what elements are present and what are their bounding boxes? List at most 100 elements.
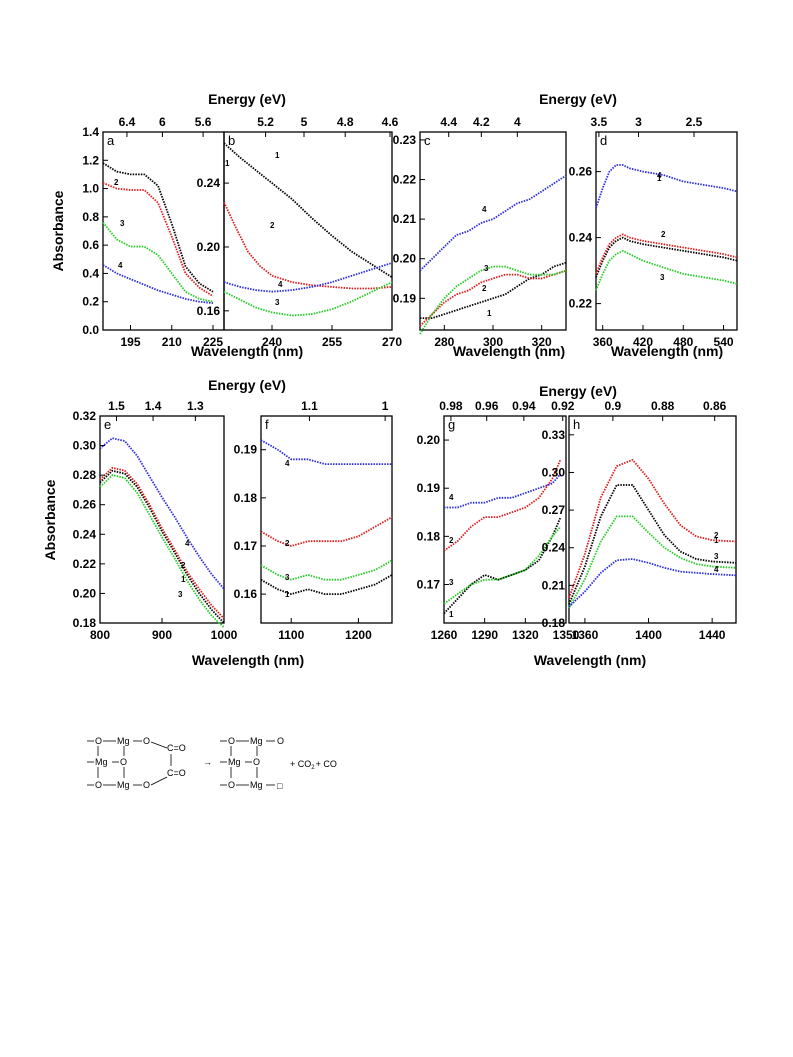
series-line-e-1 (99, 469, 225, 624)
xtick-label-c-1: 300 (483, 335, 503, 349)
toptick-label-b-2: 4.8 (337, 115, 354, 129)
chem-co2-prefix: + CO (290, 759, 311, 769)
toptick-label-g-3: 0.92 (551, 399, 575, 413)
panel-frame-g (443, 415, 567, 624)
xtick-label-g-3: 1350 (553, 628, 580, 642)
panel-label-h: h (573, 417, 580, 432)
xtick-label-c-0: 280 (434, 335, 454, 349)
chem-mg-5: Mg (228, 757, 241, 767)
ytick-label-d-1: 0.24 (569, 231, 593, 245)
ytick-label-f-2: 0.18 (234, 491, 258, 505)
series-line-h-3 (568, 515, 737, 609)
panel-b: 1 2 3 4 240 255 270 0.16 0.20 0.24 5.2 5 4.8 4.6 b (197, 115, 403, 349)
ytick-label-b-0: 0.16 (197, 304, 221, 318)
chem-o-9: O (228, 780, 235, 790)
ytick-label-e-4: 0.26 (73, 498, 97, 512)
curve-label-e-3: 3 (178, 590, 183, 599)
chem-o-4: O (95, 780, 102, 790)
series-line-c-1 (420, 261, 567, 320)
ytick-label-c-2: 0.21 (393, 212, 417, 226)
curve-label-c-3: 3 (484, 264, 489, 273)
series-line-d-3 (595, 249, 738, 291)
ytick-label-d-0: 0.22 (569, 297, 593, 311)
ytick-label-h-0: 0.18 (542, 616, 566, 630)
toptick-label-e-2: 1.3 (187, 399, 204, 413)
toptick-label-c-0: 4.4 (440, 115, 457, 129)
series-line-f-4 (260, 439, 392, 466)
x-axis-label-row2-left: Wavelength (nm) (192, 652, 304, 668)
series-line-d-2 (595, 233, 738, 275)
chem-o-8: O (253, 757, 260, 767)
series-line-c-4 (419, 174, 567, 272)
toptick-label-a-0: 6.4 (119, 115, 136, 129)
top-axis-label-row2-right: Energy (eV) (539, 383, 617, 399)
ytick-label-g-0: 0.17 (417, 577, 441, 591)
series-line-b-2 (223, 201, 393, 290)
panel-g: 1 2 3 4 1260 1290 1320 1350 0.17 0.18 0.19 0.20 0.98… (417, 399, 580, 642)
x-axis-label-row2-right: Wavelength (nm) (534, 652, 646, 668)
series-line-b-3 (223, 281, 393, 317)
toptick-label-c-2: 4 (514, 115, 521, 129)
curve-label-f-4: 4 (285, 459, 290, 468)
panel-label-c: c (424, 133, 431, 148)
series-line-b-1 (223, 142, 393, 279)
panel-label-b: b (228, 133, 235, 148)
toptick-label-g-2: 0.94 (512, 399, 536, 413)
ytick-label-e-2: 0.22 (73, 557, 97, 571)
panel-frame-d (595, 131, 738, 331)
curve-label-e-4: 4 (185, 539, 190, 548)
panel-d: 1 2 3 4 360 420 480 540 0.22 0.24 0.26 3.5 3 2.5 d (569, 115, 738, 349)
y-axis-label-row1: Absorbance (50, 190, 66, 271)
xtick-label-b-1: 255 (322, 335, 342, 349)
curve-label-g-2: 2 (449, 536, 454, 545)
xtick-label-h-2: 1440 (699, 628, 726, 642)
curve-label-b-1: 1 (275, 151, 280, 160)
xtick-label-d-0: 360 (593, 335, 613, 349)
panel-label-e: e (104, 417, 111, 432)
curve-label-g-1: 1 (449, 610, 454, 619)
curve-label-a-3: 3 (120, 219, 125, 228)
curve-label-h-4: 4 (714, 565, 719, 574)
ytick-label-a-6: 1.2 (82, 153, 99, 167)
series-line-d-1 (595, 236, 738, 278)
toptick-label-e-0: 1.5 (108, 399, 125, 413)
xtick-label-g-0: 1260 (431, 628, 458, 642)
curve-label-c-2: 2 (482, 284, 487, 293)
panel-label-a: a (107, 133, 115, 148)
ytick-label-e-6: 0.30 (73, 439, 97, 453)
curve-label-h-3: 3 (714, 552, 719, 561)
x-axis-label-row1-right: Wavelength (nm) (611, 343, 723, 359)
xtick-label-e-0: 800 (90, 628, 110, 642)
reaction-arrow: → (203, 757, 212, 767)
chem-vacancy: □ (277, 781, 283, 791)
toptick-label-b-0: 5.2 (257, 115, 274, 129)
panel-frame-c (419, 131, 567, 331)
curve-label-b-4: 4 (278, 280, 283, 289)
ytick-label-h-2: 0.24 (542, 541, 566, 555)
chem-mg-6: Mg (250, 780, 263, 790)
ytick-label-a-3: 0.6 (82, 238, 99, 252)
chem-co2-sub: 2 (311, 765, 315, 771)
toptick-label-b-1: 5 (301, 115, 308, 129)
ytick-label-c-0: 0.19 (393, 291, 417, 305)
xtick-label-d-3: 540 (714, 335, 734, 349)
curve-label-e-2: 2 (181, 561, 186, 570)
chem-o-3: O (120, 757, 127, 767)
curve-label-b-3: 3 (275, 298, 280, 307)
series-line-g-4 (444, 473, 562, 509)
toptick-label-e-1: 1.4 (145, 399, 162, 413)
xtick-label-a-1: 210 (162, 335, 182, 349)
ytick-label-g-1: 0.18 (417, 529, 441, 543)
xtick-label-b-0: 240 (262, 335, 282, 349)
panel-a: 1 2 3 4 195 210 225 0.0 0.2 0.4 0.6 0.8 1.0 1.2 1.4 6.4… (82, 115, 230, 349)
curve-label-d-4: 4 (657, 171, 662, 180)
ytick-label-a-1: 0.2 (82, 295, 99, 309)
curve-label-h-2: 2 (714, 531, 719, 540)
series-line-f-1 (260, 574, 393, 595)
panel-frame-e (99, 415, 225, 624)
xtick-label-f-1: 1200 (345, 628, 372, 642)
xtick-label-b-2: 270 (382, 335, 402, 349)
ytick-label-e-5: 0.28 (73, 468, 97, 482)
chem-c-eq-o-2: C=O (167, 768, 186, 778)
chem-o-5: O (143, 780, 150, 790)
